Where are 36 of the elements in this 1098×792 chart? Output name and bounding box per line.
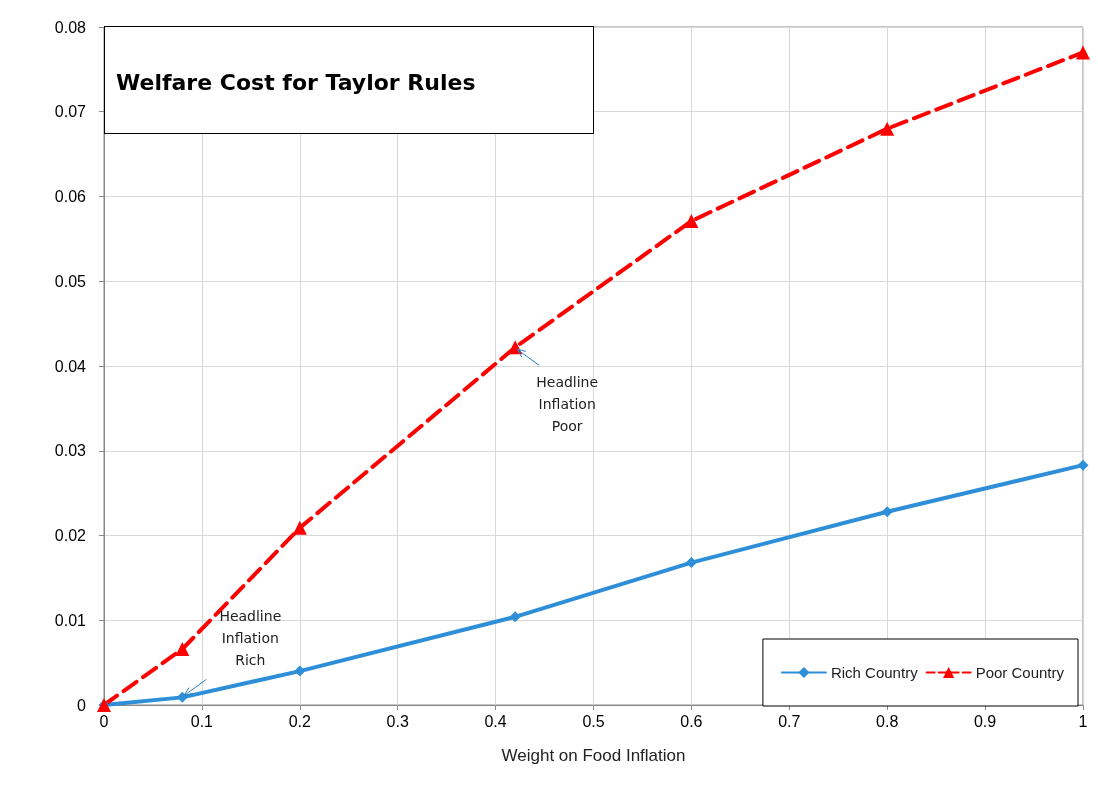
y-tick-label: 0.08 <box>54 18 87 36</box>
y-tick-label: 0 <box>77 696 87 714</box>
y-tick-label: 0.04 <box>54 357 87 375</box>
point <box>685 557 697 569</box>
x-tick-label: 1 <box>1078 712 1088 730</box>
x-tick-label: 0.2 <box>288 712 312 730</box>
x-tick-label: 0.9 <box>973 712 997 730</box>
y-tick-label: 0.05 <box>54 272 87 290</box>
point <box>880 121 895 136</box>
annotation: Headline Inflation Rich <box>218 607 283 671</box>
point <box>1076 45 1090 60</box>
x-tick-label: 0.4 <box>484 712 507 730</box>
x-tick-label: 0.7 <box>778 712 801 730</box>
point <box>684 214 699 229</box>
point <box>1077 459 1089 471</box>
x-tick-label: 0.6 <box>680 712 703 730</box>
text: Welfare Cost for Taylor Rules <box>116 69 476 97</box>
y-tick-label: 0.07 <box>54 103 87 121</box>
x-tick-label: 0.3 <box>386 712 409 730</box>
point <box>292 520 307 535</box>
y-tick-label: 0.01 <box>54 611 87 629</box>
x-axis-title: Weight on Food Inflation <box>501 746 686 765</box>
point <box>175 642 190 657</box>
x-tick-label: 0.5 <box>582 712 605 730</box>
x-tick-label: 0.8 <box>876 712 899 730</box>
x-tick-label: 0 <box>99 712 109 730</box>
y-tick-label: 0.02 <box>54 527 87 544</box>
legend-label: Poor Country <box>975 664 1065 681</box>
point <box>294 665 306 677</box>
point <box>881 506 893 518</box>
point <box>509 611 521 623</box>
y-tick-label: 0.03 <box>54 442 87 460</box>
annotation: Headline Inflation Poor <box>535 373 600 437</box>
y-tick-label: 0.06 <box>54 188 87 205</box>
legend-label: Rich Country <box>830 664 919 681</box>
x-tick-label: 0.1 <box>190 712 214 730</box>
